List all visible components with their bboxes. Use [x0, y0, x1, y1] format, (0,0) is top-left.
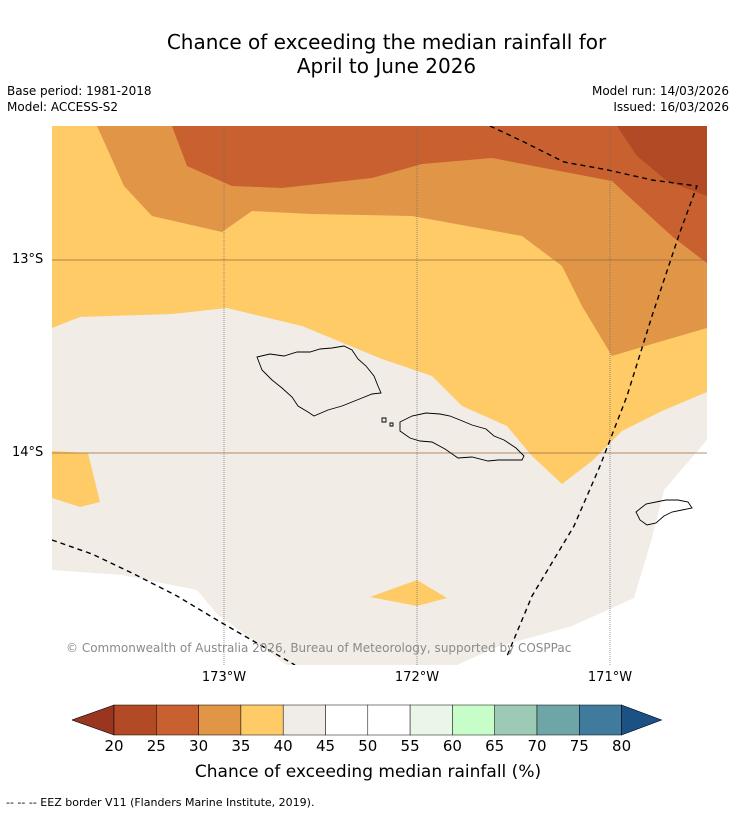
islands — [256, 345, 693, 526]
model-run: Model run: 14/03/2026 — [591, 84, 729, 98]
colorbar-cell — [156, 704, 199, 736]
lat-label-13s: 13°S — [12, 252, 44, 267]
colorbar-tick-label: 70 — [527, 737, 547, 755]
colorbar-tick-label: 65 — [485, 737, 505, 755]
lon-label-171w: 171°W — [587, 670, 633, 685]
island-apolima — [389, 422, 394, 427]
model-name: Model: ACCESS-S2 — [7, 100, 119, 114]
zone-40-45-west-patch — [52, 451, 100, 507]
meta-right: Model run: 14/03/2026 Issued: 16/03/2026 — [592, 83, 729, 115]
colorbar-tick-label: 40 — [273, 737, 293, 755]
map-panel — [52, 126, 707, 665]
white-region-se-corner — [662, 650, 707, 665]
colorbar-cell — [325, 704, 369, 736]
island-upolu — [399, 412, 525, 462]
issued-date: Issued: 16/03/2026 — [613, 100, 729, 114]
colorbar-tick-label: 75 — [569, 737, 589, 755]
colorbar-tick-label: 55 — [400, 737, 420, 755]
colorbar-tick-label: 60 — [442, 737, 462, 755]
colorbar — [71, 704, 664, 736]
eez-line-east — [489, 126, 698, 657]
colorbar-tick-label: 20 — [104, 737, 124, 755]
colorbar-svg — [71, 704, 663, 736]
colorbar-cell — [240, 704, 284, 736]
colorbar-cell — [579, 704, 622, 736]
colorbar-tick-label: 45 — [315, 737, 336, 755]
colorbar-cell — [282, 704, 326, 736]
colorbar-under-arrow — [71, 704, 115, 736]
white-region-sw-corner — [52, 636, 152, 665]
colorbar-cell — [494, 704, 538, 736]
colorbar-over-arrow — [621, 704, 663, 736]
map-title: Chance of exceeding the median rainfall … — [0, 30, 736, 78]
zone-40-45-south-patch — [370, 580, 447, 606]
colorbar-tick-label: 35 — [231, 737, 251, 755]
map-canvas — [52, 126, 707, 665]
copyright-text: © Commonwealth of Australia 2026, Bureau… — [66, 641, 572, 655]
colorbar-tick-label: 30 — [189, 737, 209, 755]
eez-border — [52, 126, 698, 665]
colorbar-cell — [452, 704, 495, 736]
eez-legend-note: -- -- -- EEZ border V11 (Flanders Marine… — [6, 796, 315, 809]
colorbar-cell — [113, 704, 157, 736]
colorbar-tick-label: 80 — [612, 737, 632, 755]
base-period: Base period: 1981-2018 — [7, 84, 152, 98]
colorbar-cell — [367, 704, 411, 736]
colorbar-tick-label: 50 — [358, 737, 378, 755]
white-region-southeast — [457, 440, 707, 665]
colorbar-tick-label: 25 — [146, 737, 166, 755]
lat-gridlines — [52, 259, 707, 454]
colorbar-cell — [198, 704, 242, 736]
title-line-2: April to June 2026 — [296, 54, 477, 78]
zone-30-35 — [172, 126, 707, 263]
colorbar-cell — [536, 704, 580, 736]
meta-left: Base period: 1981-2018 Model: ACCESS-S2 — [7, 83, 152, 115]
lon-label-172w: 172°W — [394, 670, 440, 685]
eez-line-west — [52, 539, 296, 665]
zone-25-30 — [617, 126, 707, 196]
white-region-south — [52, 570, 287, 665]
island-manono — [381, 417, 387, 423]
colorbar-cell — [409, 704, 453, 736]
colorbar-label: Chance of exceeding median rainfall (%) — [194, 762, 542, 782]
island-tutuila — [635, 499, 693, 526]
lat-label-14s: 14°S — [12, 445, 44, 460]
title-line-1: Chance of exceeding the median rainfall … — [166, 30, 607, 54]
lon-label-173w: 173°W — [201, 670, 247, 685]
island-savaii — [256, 345, 382, 417]
